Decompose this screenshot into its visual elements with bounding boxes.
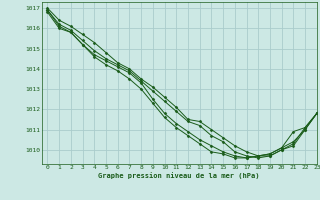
X-axis label: Graphe pression niveau de la mer (hPa): Graphe pression niveau de la mer (hPa) xyxy=(99,172,260,179)
